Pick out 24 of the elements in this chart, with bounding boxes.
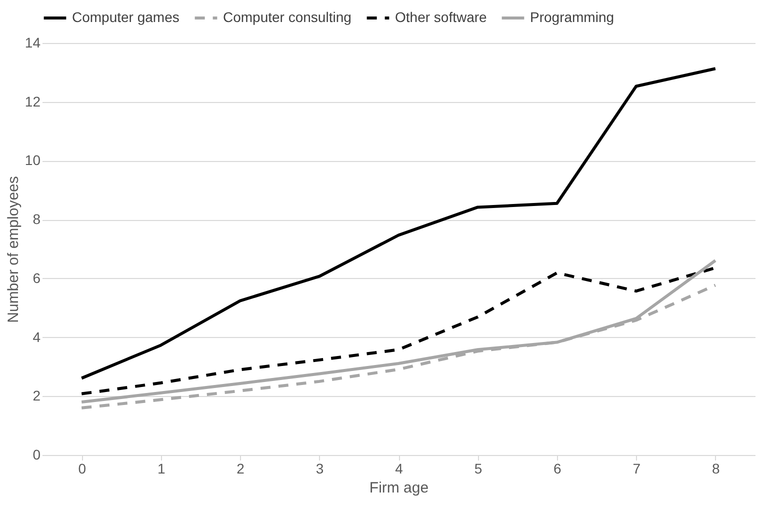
y-axis-title: Number of employees xyxy=(4,176,22,323)
legend-label: Programming xyxy=(530,9,614,25)
x-tick-label: 0 xyxy=(78,460,86,476)
y-tick-label: 6 xyxy=(32,270,41,286)
legend-label: Computer games xyxy=(72,9,180,25)
legend-label: Other software xyxy=(395,9,488,25)
y-tick-label: 2 xyxy=(32,388,41,404)
x-tick-label: 7 xyxy=(632,460,641,476)
x-tick-label: 4 xyxy=(395,460,404,476)
y-tick-label: 10 xyxy=(24,152,41,168)
x-tick-label: 3 xyxy=(316,460,324,476)
y-tick-label: 8 xyxy=(32,211,41,228)
x-tick-label: 6 xyxy=(554,460,562,476)
x-tick-label: 2 xyxy=(236,460,245,476)
y-tick-label: 14 xyxy=(24,34,41,50)
y-tick-label: 12 xyxy=(24,93,41,110)
y-tick-label: 4 xyxy=(32,328,41,345)
x-axis-title: Firm age xyxy=(369,480,429,496)
legend-label: Computer consulting xyxy=(223,9,352,25)
x-tick-label: 5 xyxy=(474,460,482,476)
x-tick-label: 1 xyxy=(157,460,166,476)
x-tick-label: 8 xyxy=(712,460,720,476)
y-tick-label: 0 xyxy=(32,446,41,462)
line-series xyxy=(80,67,717,380)
